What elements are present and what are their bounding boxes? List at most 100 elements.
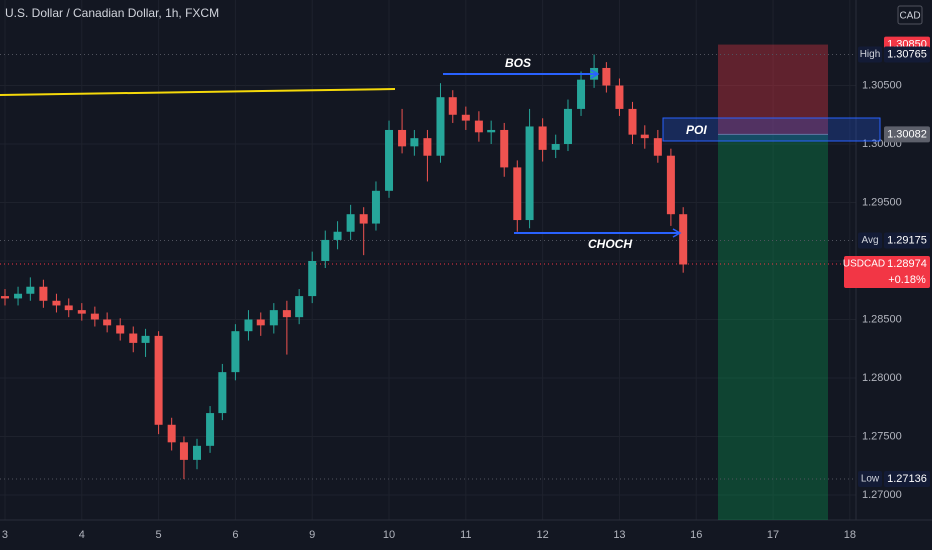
candle-body — [359, 214, 368, 224]
candle-body — [193, 445, 202, 460]
candle-body — [231, 331, 240, 373]
candle-body — [321, 239, 330, 261]
y-tick-label: 1.28500 — [862, 313, 902, 325]
last-value: 1.28974 — [887, 258, 927, 270]
candle-body — [218, 372, 227, 414]
candle-body — [602, 67, 611, 86]
candle-body — [398, 129, 407, 147]
last-change: +0.18% — [888, 274, 926, 286]
y-tick-label: 1.28000 — [862, 372, 902, 384]
candle-body — [129, 333, 138, 343]
marker-name-box — [858, 232, 882, 249]
candle-body — [269, 310, 278, 326]
candle-body — [0, 296, 9, 299]
y-tick-label: 1.27000 — [862, 489, 902, 501]
x-tick-label: 6 — [232, 529, 238, 541]
candle-body — [640, 134, 649, 139]
x-tick-label: 13 — [613, 529, 625, 541]
candle-body — [295, 296, 304, 318]
stop-zone — [718, 44, 828, 135]
marker-box — [884, 471, 930, 488]
marker-name-box — [858, 46, 882, 63]
candle-body — [26, 286, 35, 294]
marker-name-box — [858, 471, 882, 488]
chart-title: U.S. Dollar / Canadian Dollar, 1h, FXCM — [5, 6, 219, 20]
marker-name: Low — [861, 474, 880, 485]
trend-line — [0, 88, 396, 96]
candle-body — [679, 214, 688, 265]
marker-name: Avg — [861, 235, 878, 246]
candle-body — [333, 231, 342, 240]
x-tick-label: 11 — [460, 529, 471, 541]
candle-body — [282, 310, 291, 318]
currency-box — [897, 5, 923, 25]
marker-box — [884, 46, 930, 63]
currency-label: CAD — [899, 11, 920, 22]
x-tick-label: 10 — [383, 529, 395, 541]
candle-body — [179, 442, 188, 460]
x-tick-label: 16 — [690, 529, 702, 541]
candle-body — [371, 190, 380, 224]
candle-body — [423, 138, 432, 156]
candle-body — [206, 413, 215, 446]
candle-body — [615, 85, 624, 109]
candle-body — [90, 313, 99, 320]
candle-body — [14, 293, 23, 299]
candle-body — [77, 310, 86, 314]
x-tick-label: 12 — [537, 529, 549, 541]
marker-name: High — [860, 49, 881, 60]
candle-body — [577, 79, 586, 109]
candle-body — [563, 108, 572, 145]
candle-body — [653, 138, 662, 156]
candle-body — [628, 108, 637, 135]
marker-box — [884, 232, 930, 249]
candle-body — [346, 214, 355, 232]
y-tick-label: 1.29500 — [862, 196, 902, 208]
candle-body — [538, 126, 547, 150]
candle-body — [308, 260, 317, 297]
candle-body — [141, 335, 150, 343]
last-box — [844, 256, 930, 289]
poi-zone — [662, 117, 881, 142]
x-tick-label: 17 — [767, 529, 779, 541]
candle-body — [525, 126, 534, 221]
symbol-label: USDCAD — [843, 259, 885, 270]
candle-body — [244, 319, 253, 332]
entry-box — [884, 126, 930, 143]
candle-body — [487, 129, 496, 133]
candle-body — [103, 319, 112, 326]
candle-body — [551, 144, 560, 150]
candle-body — [256, 319, 265, 326]
bos-label: BOS — [505, 56, 531, 70]
entry-value: 1.30082 — [887, 128, 927, 140]
candle-body — [410, 138, 419, 147]
x-tick-label: 5 — [156, 529, 162, 541]
target-zone — [718, 134, 828, 520]
x-tick-label: 9 — [309, 529, 315, 541]
candle-body — [448, 97, 457, 115]
x-tick-label: 4 — [79, 529, 85, 541]
candle-body — [154, 335, 163, 425]
choch-label: CHOCH — [588, 237, 632, 251]
candle-body — [39, 286, 48, 301]
candle-body — [385, 129, 394, 191]
candle-body — [167, 424, 176, 443]
y-tick-label: 1.27500 — [862, 430, 902, 442]
candle-body — [52, 300, 61, 306]
marker-value: 1.30765 — [887, 48, 927, 60]
marker-value: 1.29175 — [887, 234, 927, 246]
candle-body — [474, 120, 483, 133]
candle-body — [500, 129, 509, 168]
x-tick-label: 18 — [844, 529, 856, 541]
marker-value: 1.27136 — [887, 473, 927, 485]
poi-label: POI — [686, 123, 707, 137]
x-tick-label: 3 — [2, 529, 8, 541]
candle-body — [116, 325, 125, 334]
candle-body — [513, 167, 522, 221]
candle-body — [666, 155, 675, 215]
y-tick-label: 1.30500 — [862, 79, 902, 91]
candle-body — [461, 114, 470, 121]
candle-body — [64, 305, 73, 311]
